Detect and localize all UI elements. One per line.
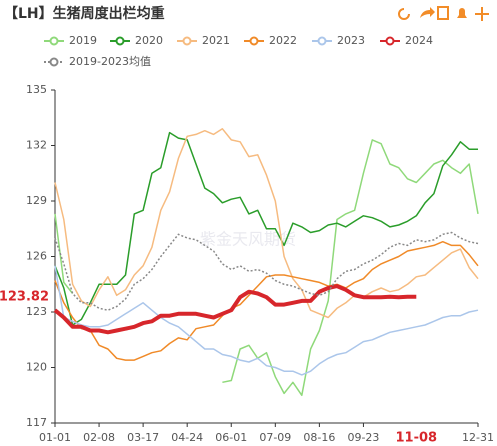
legend-marker <box>49 36 59 46</box>
x-tick-label: 02-08 <box>83 431 115 444</box>
series-line <box>54 128 479 319</box>
legend-marker <box>385 36 395 46</box>
refresh-icon[interactable] <box>398 8 410 20</box>
legend-item[interactable]: 2019 <box>44 34 97 47</box>
series-line <box>54 265 479 376</box>
legend-item[interactable]: 2023 <box>312 34 365 47</box>
x-tick-label: 03-17 <box>127 431 159 444</box>
y-tick-label: 117 <box>26 416 47 429</box>
y-tick-label: 126 <box>26 250 47 263</box>
series-line <box>53 284 417 335</box>
toolbar[interactable] <box>398 6 489 21</box>
x-tick-label: 12-31 <box>462 431 494 444</box>
x-tick-label: 09-23 <box>347 431 379 444</box>
legend-marker <box>317 36 327 46</box>
series-line <box>54 131 478 326</box>
image-icon[interactable] <box>437 6 449 20</box>
legend-label: 2020 <box>135 34 163 47</box>
series-line <box>54 240 479 361</box>
legend-item[interactable]: 2024 <box>380 34 433 47</box>
watermark: 紫金天风期货 <box>200 230 296 249</box>
y-tick-label: 123 <box>26 305 47 318</box>
legend-marker <box>249 36 259 46</box>
legend-item[interactable]: 2022 <box>244 34 297 47</box>
legend-label: 2023 <box>337 34 365 47</box>
y-tick-label: 129 <box>26 194 47 207</box>
pointer-y-box <box>0 287 51 306</box>
legend-marker <box>182 36 192 46</box>
legend-item[interactable]: 2019-2023均值 <box>44 55 151 68</box>
legend-marker <box>115 36 125 46</box>
x-tick-label: 01-01 <box>39 431 71 444</box>
pointer-y-label: 123.82 <box>0 289 49 304</box>
series-line <box>54 139 479 397</box>
y-tick-label: 132 <box>26 139 47 152</box>
legend-label: 2022 <box>269 34 297 47</box>
x-tick-label: 04-24 <box>171 431 203 444</box>
share-icon[interactable] <box>420 7 435 18</box>
chart-title: 【LH】生猪周度出栏均重 <box>4 5 165 22</box>
legend-label: 2019 <box>69 34 97 47</box>
legend-item[interactable]: 2020 <box>110 34 163 47</box>
series-line <box>54 231 479 311</box>
zoom-icon[interactable] <box>475 7 489 21</box>
x-tick-label: 08-16 <box>303 431 335 444</box>
legend-marker <box>49 57 59 67</box>
legend-label: 2021 <box>202 34 230 47</box>
x-tick-label: 07-09 <box>259 431 291 444</box>
y-tick-label: 120 <box>26 361 47 374</box>
legend-label: 2019-2023均值 <box>69 55 151 68</box>
pointer-x-label: 11-08 <box>396 431 438 446</box>
legend-item[interactable]: 2021 <box>177 34 230 47</box>
bell-icon[interactable] <box>457 8 467 18</box>
x-tick-label: 06-01 <box>215 431 247 444</box>
y-tick-label: 135 <box>26 83 47 96</box>
legend-label: 2024 <box>405 34 433 47</box>
